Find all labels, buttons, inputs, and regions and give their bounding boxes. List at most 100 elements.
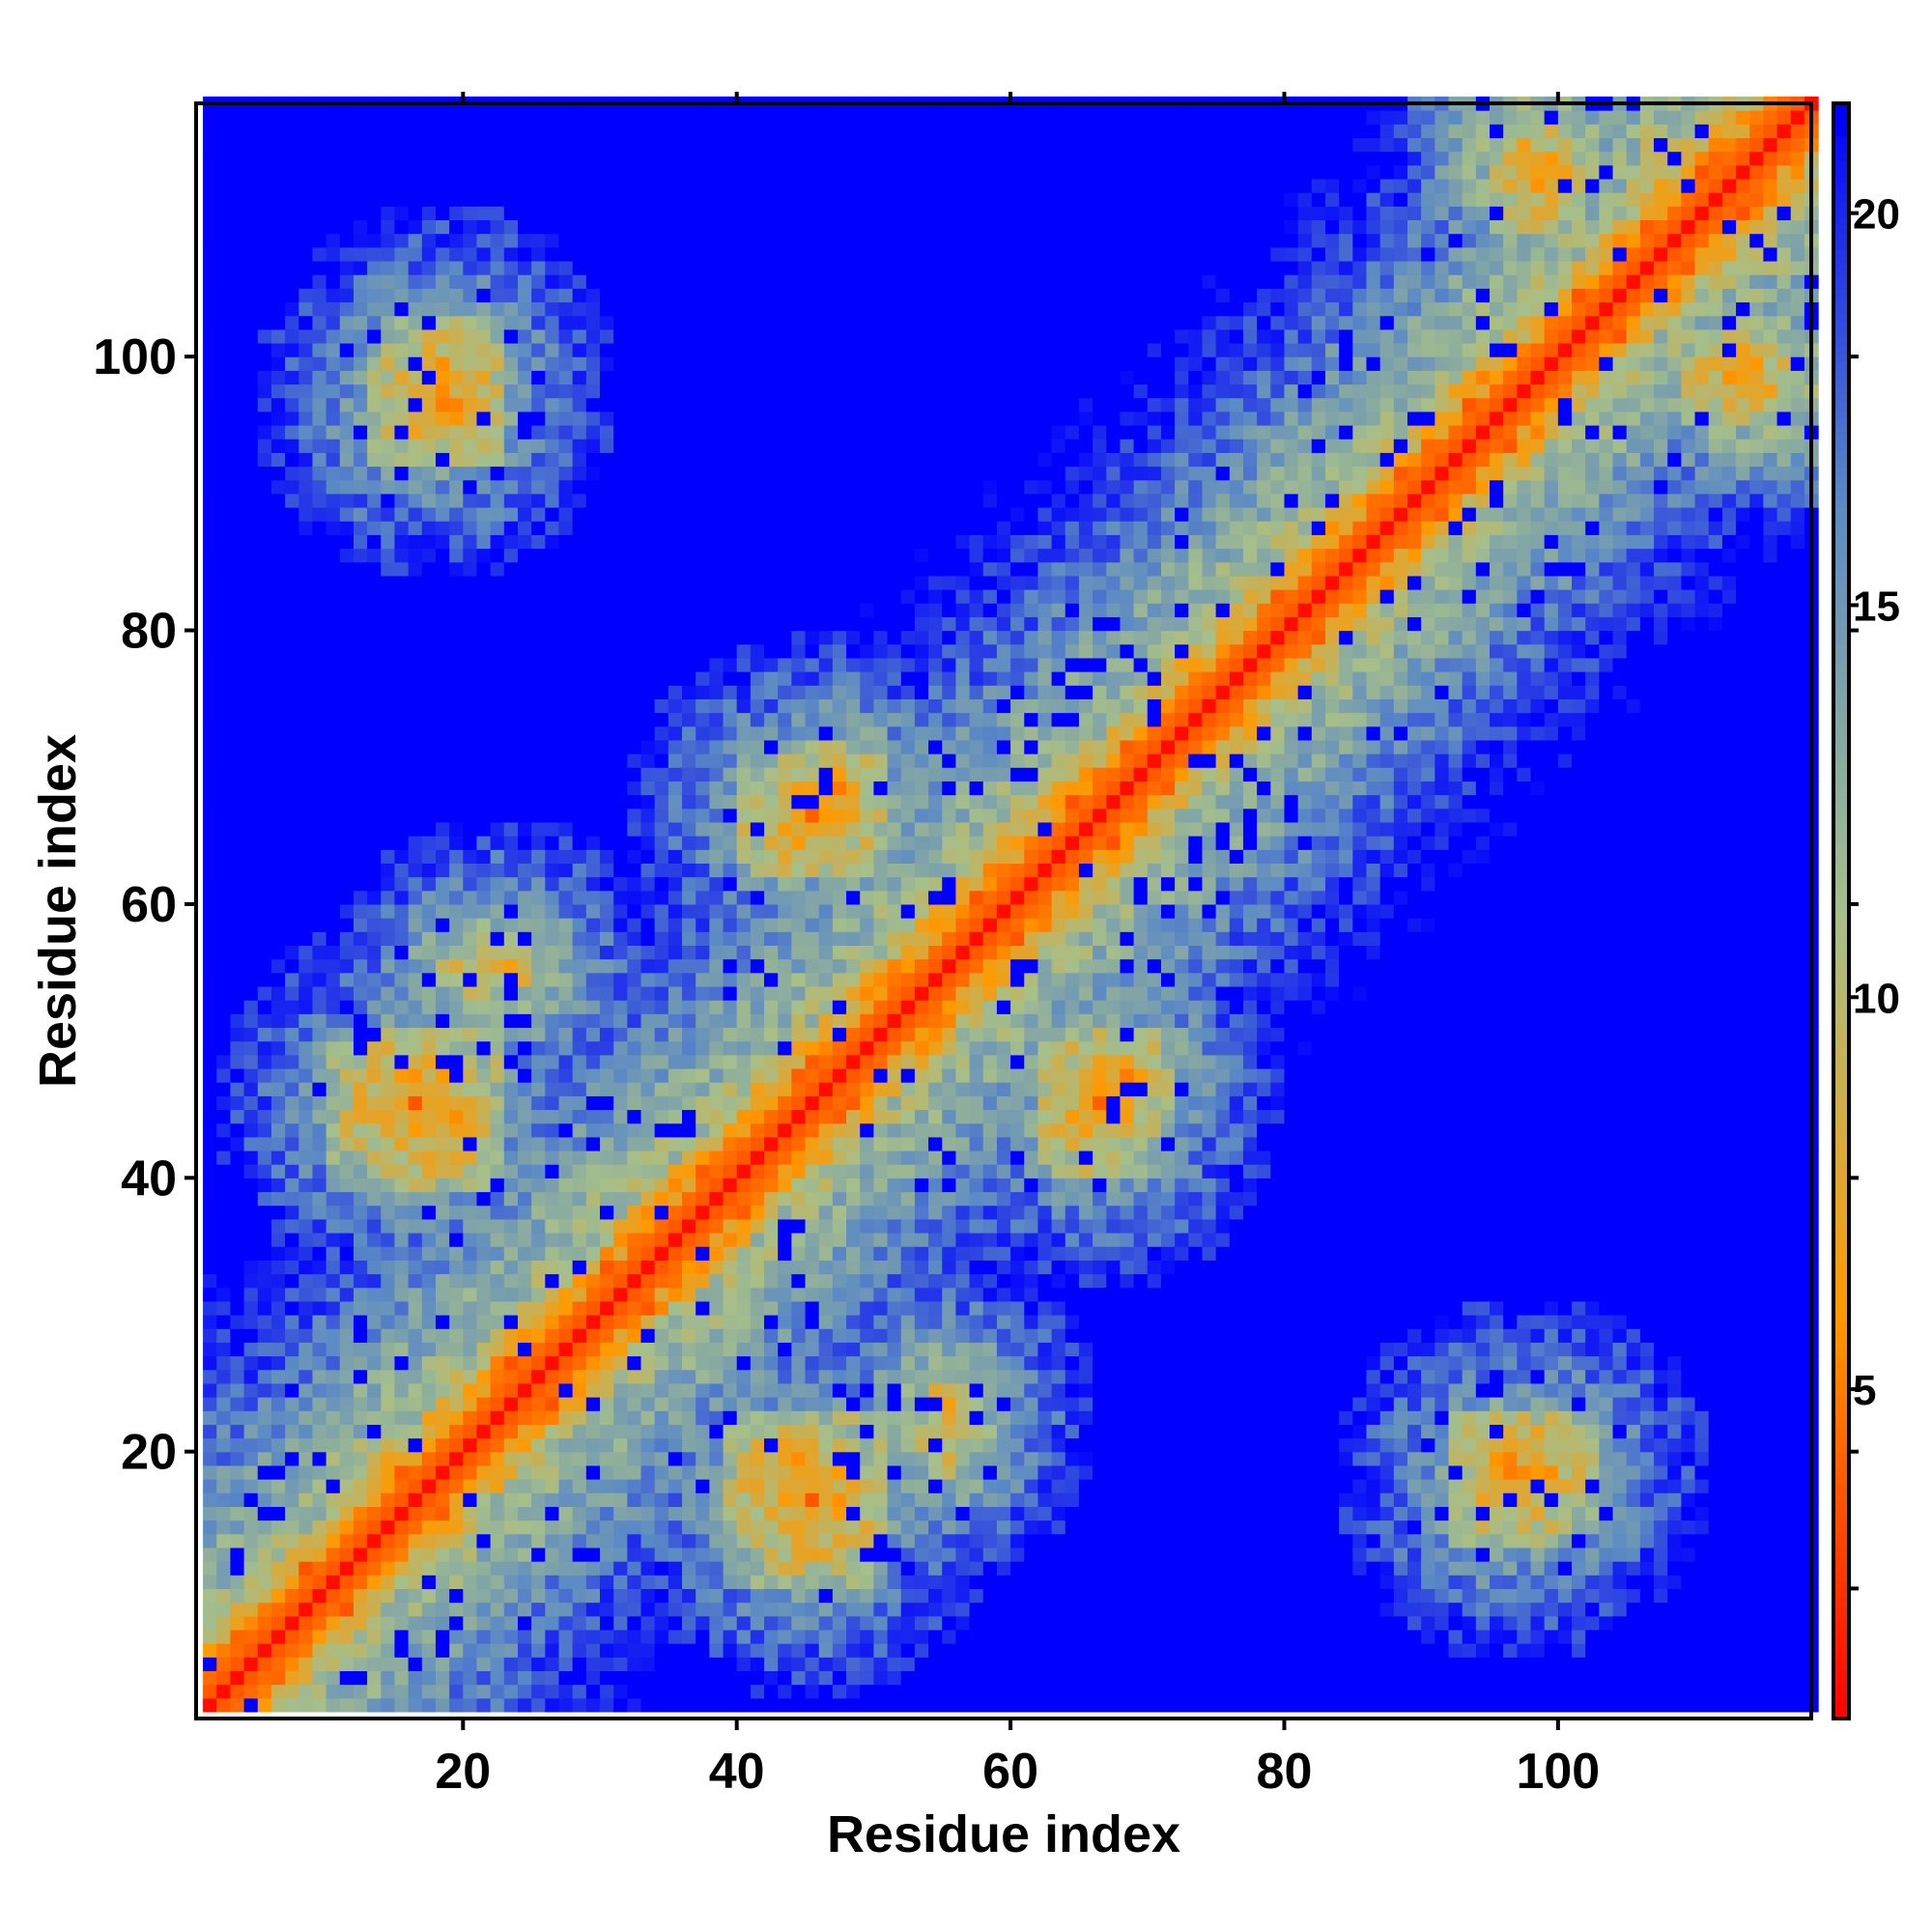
heatmap-cell (203, 301, 217, 317)
heatmap-cell (736, 781, 752, 796)
heatmap-cell (558, 1561, 574, 1576)
heatmap-cell (613, 1218, 628, 1234)
heatmap-cell (531, 1218, 546, 1234)
heatmap-cell (531, 1205, 546, 1220)
heatmap-cell (531, 1397, 546, 1411)
heatmap-cell (736, 1246, 752, 1261)
heatmap-cell (203, 246, 217, 262)
heatmap-cell (750, 342, 765, 357)
heatmap-cell (381, 808, 396, 823)
heatmap-cell (640, 356, 656, 371)
heatmap-cell (640, 246, 656, 262)
heatmap-cell (709, 151, 724, 166)
heatmap-cell (230, 328, 245, 344)
heatmap-cell (682, 575, 696, 590)
heatmap-cell (421, 424, 437, 440)
heatmap-cell (585, 1328, 601, 1343)
heatmap-cell (394, 945, 410, 960)
heatmap-cell (312, 836, 327, 850)
heatmap-cell (696, 328, 710, 344)
heatmap-cell (764, 1697, 779, 1713)
heatmap-cell (736, 1602, 752, 1617)
heatmap-cell (654, 493, 669, 508)
heatmap-cell (654, 1561, 669, 1576)
heatmap-cell (203, 1629, 217, 1644)
heatmap-cell (339, 192, 355, 207)
heatmap-cell (435, 397, 450, 412)
heatmap-cell (682, 246, 696, 262)
heatmap-cell (613, 1588, 628, 1604)
heatmap-cell (709, 985, 724, 1001)
heatmap-cell (572, 178, 587, 193)
heatmap-cell (696, 1136, 710, 1151)
heatmap-cell (627, 1315, 642, 1329)
heatmap-cell (449, 219, 464, 235)
heatmap-cell (490, 918, 505, 932)
heatmap-cell (381, 849, 396, 865)
heatmap-cell (764, 903, 779, 919)
heatmap-cell (476, 739, 492, 754)
heatmap-cell (736, 643, 752, 659)
heatmap-cell (285, 616, 299, 632)
heatmap-cell (778, 1520, 792, 1535)
heatmap-cell (627, 233, 642, 248)
heatmap-cell (216, 657, 232, 672)
heatmap-cell (503, 1424, 519, 1439)
heatmap-cell (449, 931, 464, 947)
heatmap-cell (408, 137, 423, 153)
heatmap-cell (285, 274, 299, 289)
heatmap-cell (298, 712, 314, 727)
heatmap-cell (600, 137, 614, 153)
heatmap-cell (326, 356, 341, 371)
heatmap-cell (668, 1205, 683, 1220)
heatmap-cell (545, 1547, 560, 1562)
heatmap-cell (545, 301, 560, 317)
heatmap-cell (243, 1369, 259, 1384)
heatmap-cell (257, 876, 272, 892)
heatmap-cell (545, 616, 560, 632)
heatmap-cell (572, 821, 587, 837)
heatmap-cell (449, 903, 464, 919)
heatmap-cell (696, 1040, 710, 1056)
heatmap-cell (654, 1369, 669, 1384)
heatmap-cell (709, 603, 724, 617)
heatmap-cell (353, 1697, 368, 1713)
heatmap-cell (750, 575, 765, 590)
heatmap-cell (353, 739, 368, 754)
heatmap-cell (285, 206, 299, 221)
heatmap-cell (408, 452, 423, 468)
heatmap-cell (285, 397, 299, 412)
heatmap-cell (435, 1095, 450, 1111)
heatmap-cell (394, 1533, 410, 1548)
heatmap-cell (503, 288, 519, 303)
heatmap-cell (531, 233, 546, 248)
heatmap-cell (270, 493, 286, 508)
heatmap-cell (435, 246, 450, 262)
heatmap-cell (243, 1109, 259, 1124)
heatmap-cell (381, 315, 396, 330)
heatmap-cell (285, 1136, 299, 1151)
heatmap-cell (449, 1328, 464, 1343)
heatmap-cell (764, 1369, 779, 1384)
heatmap-cell (449, 110, 464, 125)
heatmap-cell (682, 1602, 696, 1617)
heatmap-cell (558, 1000, 574, 1014)
heatmap-cell (408, 1506, 423, 1521)
heatmap-cell (545, 1315, 560, 1329)
heatmap-cell (668, 931, 683, 947)
heatmap-cell (585, 1273, 601, 1289)
heatmap-cell (203, 452, 217, 468)
heatmap-cell (750, 356, 765, 371)
heatmap-cell (270, 561, 286, 577)
heatmap-cell (285, 821, 299, 837)
heatmap-cell (764, 1547, 779, 1562)
heatmap-cell (394, 151, 410, 166)
heatmap-cell (654, 178, 669, 193)
heatmap-cell (600, 712, 614, 727)
heatmap-cell (203, 739, 217, 754)
heatmap-cell (627, 424, 642, 440)
heatmap-cell (668, 1424, 683, 1439)
heatmap-cell (298, 589, 314, 604)
heatmap-cell (449, 548, 464, 563)
heatmap-cell (531, 288, 546, 303)
